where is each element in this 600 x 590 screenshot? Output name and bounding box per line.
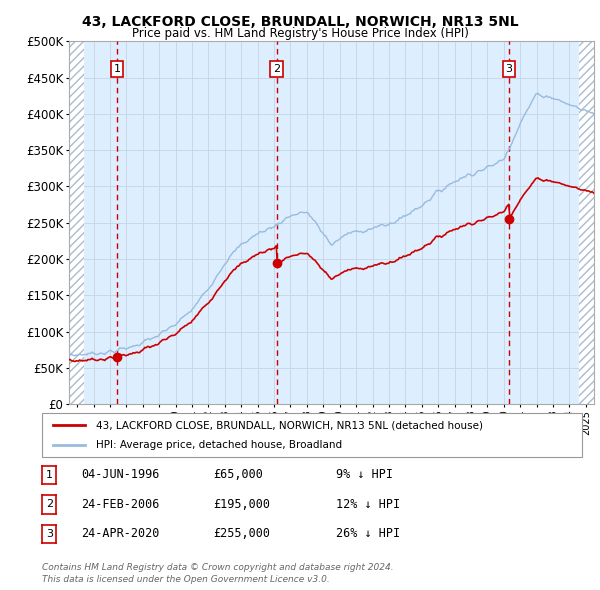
Text: 26% ↓ HPI: 26% ↓ HPI [336, 527, 400, 540]
Text: 24-APR-2020: 24-APR-2020 [81, 527, 160, 540]
Bar [69, 41, 84, 404]
Text: 2: 2 [46, 500, 53, 509]
Text: 3: 3 [46, 529, 53, 539]
Text: Contains HM Land Registry data © Crown copyright and database right 2024.: Contains HM Land Registry data © Crown c… [42, 563, 394, 572]
Text: This data is licensed under the Open Government Licence v3.0.: This data is licensed under the Open Gov… [42, 575, 330, 584]
Text: 04-JUN-1996: 04-JUN-1996 [81, 468, 160, 481]
Text: Price paid vs. HM Land Registry's House Price Index (HPI): Price paid vs. HM Land Registry's House … [131, 27, 469, 40]
Text: 24-FEB-2006: 24-FEB-2006 [81, 498, 160, 511]
Text: 3: 3 [506, 64, 512, 74]
FancyBboxPatch shape [42, 413, 582, 457]
Text: £255,000: £255,000 [213, 527, 270, 540]
Text: £195,000: £195,000 [213, 498, 270, 511]
Text: 12% ↓ HPI: 12% ↓ HPI [336, 498, 400, 511]
Text: 43, LACKFORD CLOSE, BRUNDALL, NORWICH, NR13 5NL: 43, LACKFORD CLOSE, BRUNDALL, NORWICH, N… [82, 15, 518, 29]
Text: HPI: Average price, detached house, Broadland: HPI: Average price, detached house, Broa… [96, 440, 342, 450]
Text: 2: 2 [273, 64, 280, 74]
Text: £65,000: £65,000 [213, 468, 263, 481]
Text: 9% ↓ HPI: 9% ↓ HPI [336, 468, 393, 481]
Text: 1: 1 [46, 470, 53, 480]
Text: 43, LACKFORD CLOSE, BRUNDALL, NORWICH, NR13 5NL (detached house): 43, LACKFORD CLOSE, BRUNDALL, NORWICH, N… [96, 421, 483, 430]
Text: 1: 1 [113, 64, 121, 74]
Bar [579, 41, 594, 404]
